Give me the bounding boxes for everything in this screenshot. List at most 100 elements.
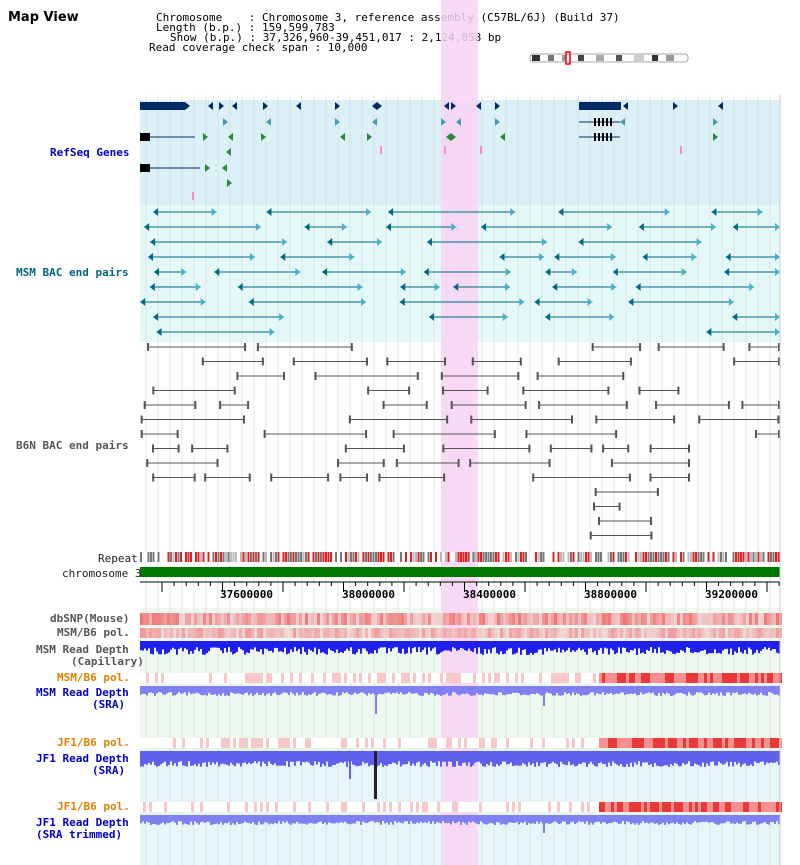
gene-arrow (263, 102, 268, 110)
depth-bar (272, 641, 274, 653)
depth-bar (270, 751, 272, 764)
msm-depth-capillary-label[interactable]: MSM Read Depth (36, 643, 129, 656)
depth-bar (530, 815, 532, 824)
pol-cell (239, 802, 242, 812)
depth-bar (604, 686, 606, 695)
repeat-mark (177, 552, 180, 562)
depth-bar (760, 751, 762, 762)
repeat-mark (252, 552, 255, 562)
repeat-mark (682, 552, 685, 562)
bac-end (677, 386, 680, 395)
depth-bar (648, 751, 650, 765)
depth-bar (442, 641, 444, 652)
depth-bar (758, 686, 760, 695)
bac-end (270, 473, 273, 482)
msm-depth-capillary-sub-label: (Capillary) (71, 655, 144, 668)
depth-bar (150, 641, 152, 654)
depth-bar (658, 686, 660, 694)
pol-cell (518, 802, 521, 812)
depth-bar (462, 815, 464, 823)
pol-cell (773, 802, 776, 812)
depth-bar (174, 751, 176, 764)
depth-bar (436, 641, 438, 655)
bac-end (195, 283, 201, 291)
heat-cell (563, 613, 566, 625)
heat-cell (158, 628, 161, 638)
depth-bar (250, 815, 252, 824)
repeat-mark (352, 552, 355, 562)
pol-cell (440, 673, 443, 683)
depth-bar (362, 641, 364, 649)
heat-cell (212, 613, 215, 625)
pol-cell (677, 802, 680, 812)
jf1-depth-trimmed-label[interactable]: JF1 Read Depth (36, 816, 129, 829)
pol-cell (302, 738, 305, 748)
jf1-b6-pol-label[interactable]: JF1/B6 pol. (57, 736, 130, 749)
depth-bar (142, 686, 144, 694)
depth-bar (408, 641, 410, 648)
msm-b6-pol-label[interactable]: MSM/B6 pol. (57, 626, 130, 639)
repeat-mark (400, 552, 402, 562)
pol-cell (446, 673, 449, 683)
repeat-mark (695, 552, 697, 562)
bac-end (361, 298, 367, 306)
depth-bar (192, 686, 194, 694)
bac-end (140, 298, 146, 306)
depth-bar (518, 641, 520, 648)
pol-cell (698, 738, 701, 748)
depth-bar (724, 641, 726, 649)
depth-bar (540, 751, 542, 764)
pol-cell (290, 738, 293, 748)
heat-cell (242, 613, 245, 625)
bac-end (656, 488, 659, 496)
jf1-depth-sra-label[interactable]: JF1 Read Depth (36, 752, 129, 765)
msm-b6-pol-2-label[interactable]: MSM/B6 pol. (57, 671, 130, 684)
heat-cell (539, 613, 542, 625)
pol-cell (248, 738, 251, 748)
msm-bac-end-pairs-label[interactable]: MSM BAC end pairs (16, 266, 129, 279)
depth-bar (506, 686, 508, 695)
depth-bar (202, 686, 204, 696)
heat-cell (563, 628, 566, 638)
depth-bar (472, 686, 474, 696)
depth-bar (160, 751, 162, 765)
depth-bar (658, 815, 660, 825)
repeat-mark (592, 552, 595, 562)
depth-bar (572, 686, 574, 693)
depth-bar (748, 815, 750, 825)
jf1-b6-pol-2-label[interactable]: JF1/B6 pol. (57, 800, 130, 813)
refseq-genes-label[interactable]: RefSeq Genes (50, 146, 130, 159)
depth-bar (562, 815, 564, 822)
heat-cell (752, 628, 755, 638)
dbsnp-label[interactable]: dbSNP(Mouse) (50, 612, 130, 625)
heat-cell (374, 613, 377, 625)
pol-cell (665, 738, 668, 748)
heat-cell (302, 628, 305, 638)
depth-bar (666, 751, 668, 766)
depth-bar (684, 641, 686, 653)
pol-cell (644, 673, 647, 683)
depth-bar (318, 751, 320, 762)
depth-bar (546, 641, 548, 652)
depth-bar (556, 815, 558, 823)
depth-bar (686, 815, 688, 823)
pol-cell (515, 802, 518, 812)
depth-bar (390, 815, 392, 823)
heat-cell (185, 613, 188, 625)
gene-block (579, 102, 621, 110)
depth-bar (708, 686, 710, 693)
msm-depth-sra-label[interactable]: MSM Read Depth (36, 686, 129, 699)
depth-bar (178, 686, 180, 693)
b6n-bac-end-pairs-label[interactable]: B6N BAC end pairs (16, 439, 129, 452)
depth-bar (712, 751, 714, 762)
pol-cell (266, 673, 269, 683)
depth-bar (452, 751, 454, 767)
heat-cell (677, 613, 680, 625)
pol-cell (251, 802, 254, 812)
depth-bar (570, 751, 572, 766)
pol-cell (188, 673, 191, 683)
heat-cell (215, 613, 218, 625)
gene-arrow (456, 118, 461, 126)
pol-cell (632, 802, 635, 812)
